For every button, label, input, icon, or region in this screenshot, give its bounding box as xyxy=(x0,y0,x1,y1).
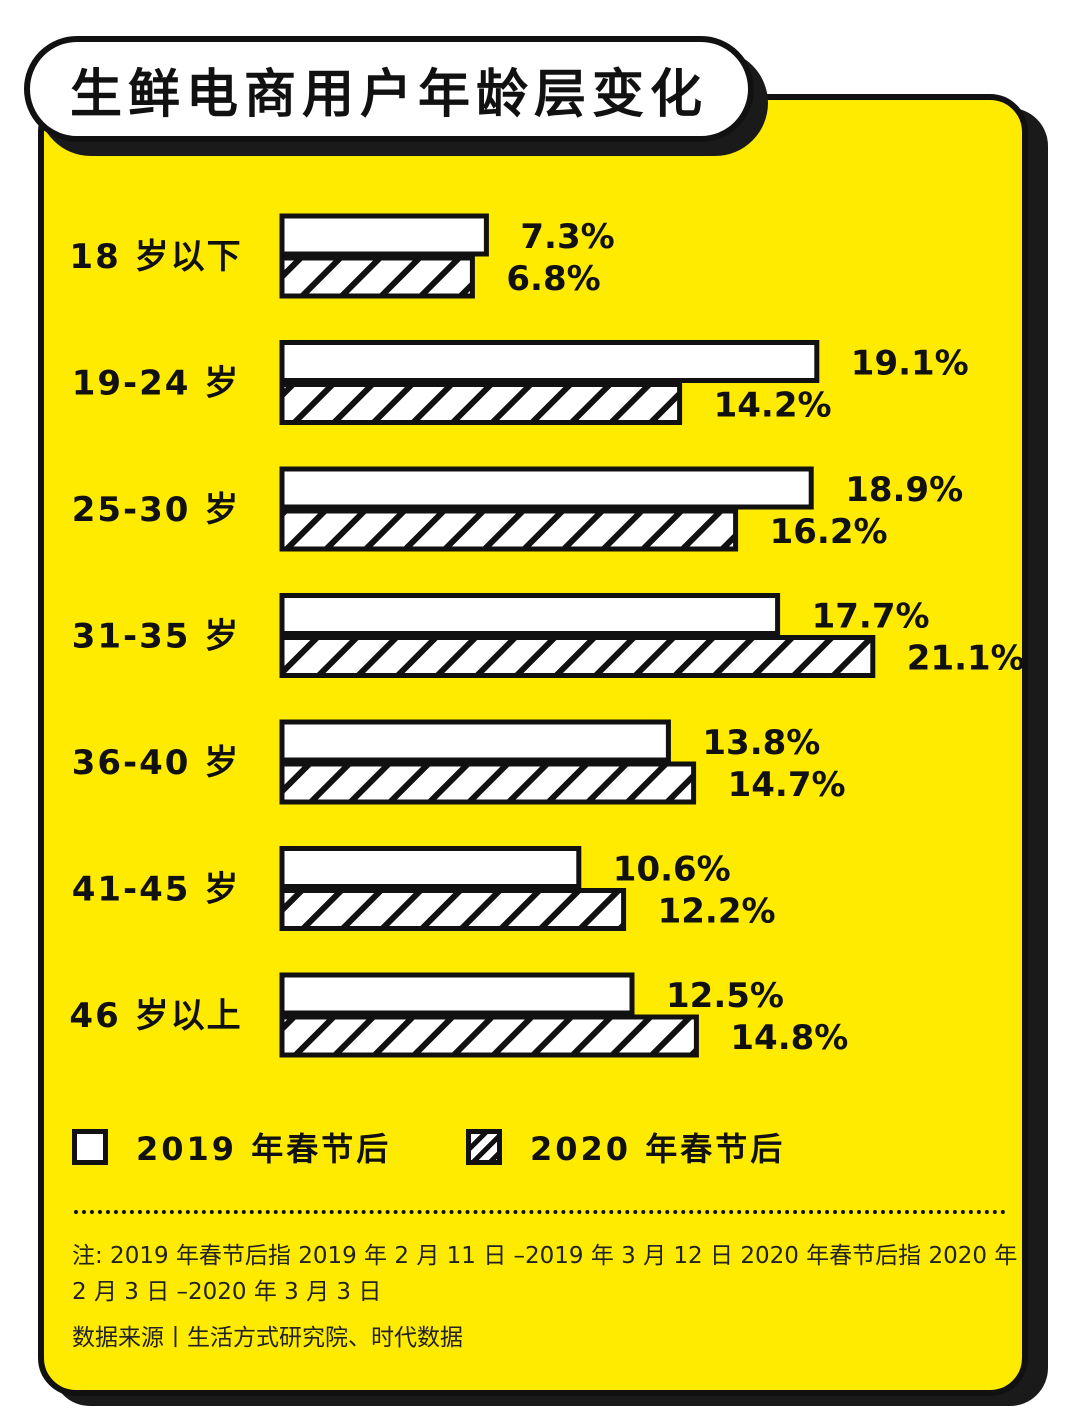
value-label-2020: 14.2% xyxy=(714,386,832,426)
category-label: 25-30 岁 xyxy=(72,490,241,530)
bar-2019 xyxy=(279,466,814,510)
bar-group: 46 岁以上 12.5%14.8% xyxy=(69,972,848,1058)
bar-group: 25-30 岁 18.9%16.2% xyxy=(72,466,963,552)
bar-2019 xyxy=(279,972,635,1016)
bar-group: 18 岁以下 7.3%6.8% xyxy=(69,213,615,299)
category-label: 19-24 岁 xyxy=(72,364,241,404)
legend-swatch-hatched xyxy=(466,1129,502,1165)
bar-2020 xyxy=(279,382,683,425)
value-label-2020: 16.2% xyxy=(770,512,888,552)
bar-group: 19-24 岁 19.1% 14.2% xyxy=(72,340,969,426)
bar-group: 36-40 岁 13.8%14.7% xyxy=(72,719,846,805)
legend-label-2019: 2019 年春节后 xyxy=(136,1130,392,1168)
category-label: 36-40 岁 xyxy=(72,743,241,783)
value-label-2020: 12.2% xyxy=(658,892,776,932)
bar-group: 31-35 岁 17.7%21.1% xyxy=(72,593,1025,679)
bar-2020 xyxy=(279,635,876,678)
category-label: 31-35 岁 xyxy=(72,617,241,657)
value-label-2019: 7.3% xyxy=(520,217,614,257)
value-label-2019: 19.1% xyxy=(851,344,969,384)
bar-2019 xyxy=(279,719,671,763)
footnote: 注: 2019 年春节后指 2019 年 2 月 11 日 –2019 年 3 … xyxy=(72,1243,1018,1305)
value-label-2020: 6.8% xyxy=(506,259,600,299)
chart-title: 生鲜电商用户年龄层变化 xyxy=(69,64,708,125)
dotted-divider xyxy=(74,1210,1006,1214)
value-label-2020: 21.1% xyxy=(907,639,1025,679)
bar-2019 xyxy=(279,340,820,383)
legend-swatch-solid xyxy=(72,1129,108,1165)
bar-2020 xyxy=(279,761,697,805)
value-label-2019: 13.8% xyxy=(702,723,820,763)
value-label-2019: 18.9% xyxy=(845,470,963,510)
bar-2020 xyxy=(279,1014,699,1058)
bar-2019 xyxy=(279,846,582,889)
category-label: 46 岁以上 xyxy=(69,996,242,1036)
value-label-2020: 14.7% xyxy=(728,765,846,805)
value-label-2019: 10.6% xyxy=(613,850,731,890)
data-source: 数据来源丨生活方式研究院、时代数据 xyxy=(72,1325,463,1351)
bar-2019 xyxy=(279,213,489,257)
legend-label-2020: 2020 年春节后 xyxy=(530,1130,786,1168)
bar-2020 xyxy=(279,255,475,299)
bar-2020 xyxy=(279,888,627,931)
category-label: 41-45 岁 xyxy=(72,870,241,910)
title-pill: 生鲜电商用户年龄层变化 xyxy=(24,36,754,142)
value-label-2019: 12.5% xyxy=(666,976,784,1016)
bar-2020 xyxy=(279,508,739,552)
category-label: 18 岁以下 xyxy=(69,237,242,277)
value-label-2019: 17.7% xyxy=(812,597,930,637)
bar-group: 41-45 岁 10.6%12.2% xyxy=(72,846,776,932)
legend-item-2020: 2020 年春节后 xyxy=(466,1124,785,1170)
value-label-2020: 14.8% xyxy=(730,1018,848,1058)
legend-item-2019: 2019 年春节后 xyxy=(72,1124,391,1170)
bar-2019 xyxy=(279,593,781,636)
